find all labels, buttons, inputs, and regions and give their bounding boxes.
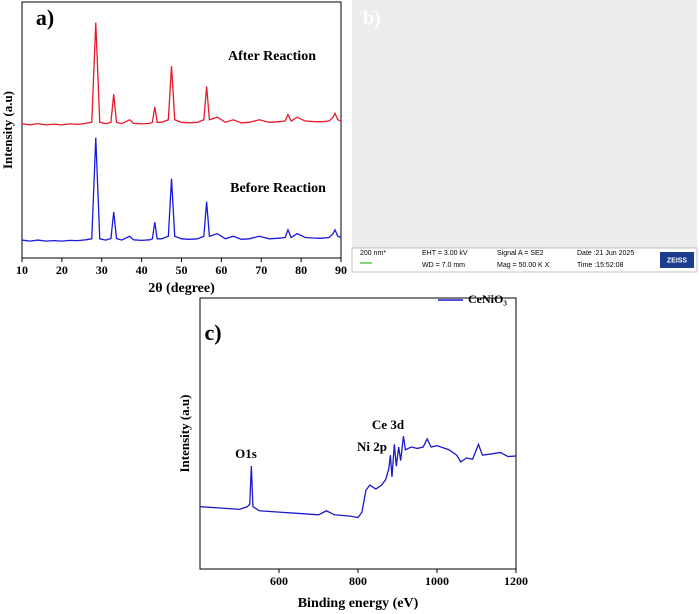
info-text: Date :21 Jun 2025 [577,250,634,257]
info-text: EHT = 3.00 kV [422,250,468,257]
scale-bar-label: 200 nm* [360,250,386,257]
x-tick-label: 600 [270,574,288,588]
data-line [21,22,342,126]
info-text: Mag = 50.00 K X [497,262,550,269]
legend-label: CeNiO₃ [468,292,507,306]
x-tick-label: 60 [215,263,227,277]
y-axis-label: Intensity (a.u) [0,91,15,169]
x-tick-label: 20 [56,263,68,277]
x-tick-label: 800 [349,574,367,588]
sem-texture [352,0,697,248]
x-tick-label: 40 [136,263,148,277]
x-axis-label: 2θ (degree) [148,281,215,296]
panel-label: c) [204,320,221,345]
x-tick-label: 50 [176,263,188,277]
logo-box [660,252,694,268]
panel-label: b) [363,8,381,30]
annotation: O1s [235,446,257,461]
plot-frame [21,1,342,259]
y-axis-label: Intensity (a.u) [177,394,192,472]
annotation: Ce 3d [372,417,405,432]
info-text: Signal A = SE2 [497,250,544,257]
sem-panel: b) 200 nm* EHT = 3.00 kV WD = 7.0 mm Sig… [351,0,698,273]
x-tick-label: 90 [335,263,347,277]
series-label: After Reaction [228,49,316,64]
x-tick-label: 30 [96,263,108,277]
panel-label: a) [36,5,54,30]
x-tick-label: 70 [255,263,267,277]
plot-frame [199,297,517,570]
annotation: Ni 2p [357,439,387,454]
data-line [21,137,342,242]
series-label: Before Reaction [230,181,326,196]
info-text: WD = 7.0 mm [422,262,465,269]
logo: ZEISS [667,257,688,264]
x-tick-label: 1000 [425,574,449,588]
x-axis-label: Binding energy (eV) [298,596,419,611]
info-text: Time :15:52:08 [577,262,624,269]
x-tick-label: 10 [16,263,28,277]
x-tick-label: 1200 [504,574,528,588]
info-bar [351,247,698,273]
x-tick-label: 80 [295,263,307,277]
data-line [199,436,517,519]
